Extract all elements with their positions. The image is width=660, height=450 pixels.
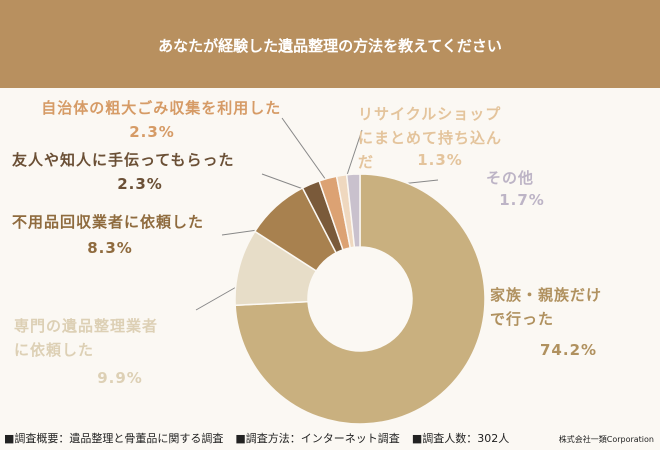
credit: 株式会社一類Corporation (558, 435, 654, 444)
leader-line (345, 129, 363, 179)
footnotes: ■調査概要：遺品整理と骨董品に関する調査 ■調査方法：インターネット調査 ■調査人数… (4, 430, 521, 446)
footnote: ■調査概要：遺品整理と骨董品に関する調査 (4, 432, 224, 445)
value-label: 2.3% (129, 123, 175, 141)
slice-label: その他 (486, 169, 535, 187)
slice-label: 友人や知人に手伝ってもらった (12, 151, 235, 169)
slice-label: 家族・親族だけで行った (490, 286, 603, 328)
leader-line (195, 285, 239, 311)
leader-line (261, 173, 307, 191)
value-label: 74.2% (540, 341, 598, 359)
value-label: 2.3% (117, 175, 163, 193)
slice-label: 自治体の粗大ごみ収集を利用した (41, 99, 282, 117)
slice-label: リサイクルショップにまとめて持ち込んだ (358, 105, 503, 171)
slice (345, 173, 361, 249)
leader-line (221, 229, 259, 236)
value-label: 1.3% (417, 151, 463, 169)
value-label: 9.9% (97, 369, 143, 387)
value-label: 1.7% (499, 191, 545, 209)
footnote: ■調査人数：302人 (411, 432, 510, 445)
slice-label: 不用品回収業者に依頼した (12, 213, 205, 231)
chart-title: あなたが経験した遺品整理の方法を教えてください (0, 0, 660, 88)
slice (234, 173, 486, 425)
value-label: 8.3% (87, 239, 133, 257)
leader-line (281, 117, 327, 181)
footnote: ■調査方法：インターネット調査 (235, 432, 400, 445)
slice-label: 専門の遺品整理業者に依頼した (14, 317, 159, 359)
